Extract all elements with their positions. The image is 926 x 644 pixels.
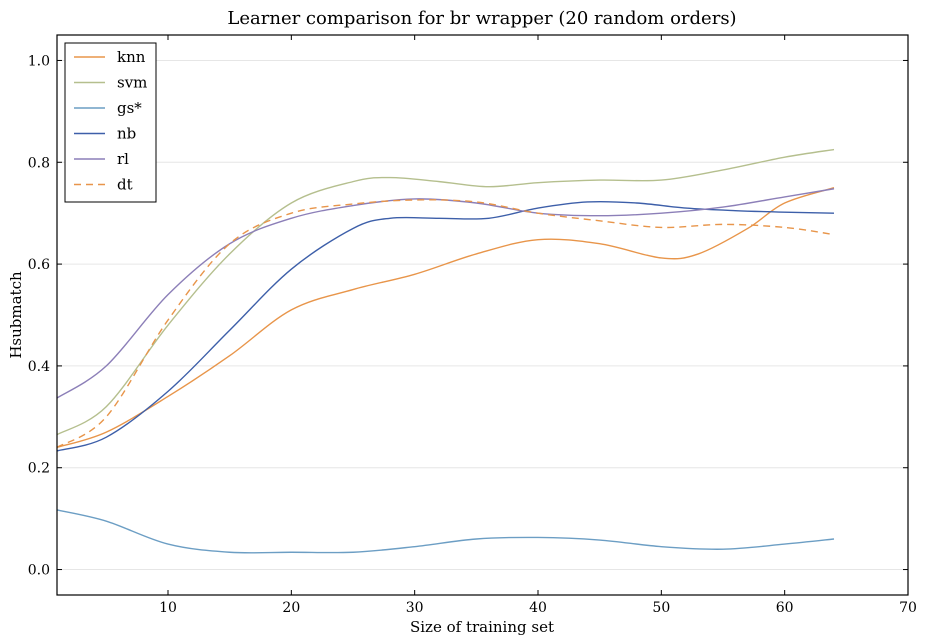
series-line-nb [56,200,835,452]
legend-box [64,42,157,203]
x-tick-label: 10 [159,600,177,616]
x-tick-label: 40 [529,600,547,616]
axis-ticks: 0.0 0.2 0.4 0.6 0.8 1.0 10 20 30 40 50 60 70 [28,35,917,616]
x-tick-label: 60 [776,600,794,616]
legend-label: gs* [117,99,142,117]
plot-frame [56,34,909,596]
series-line-svm [56,148,835,436]
legend-label: knn [117,48,146,66]
y-axis-title: Hsubmatch [7,271,25,359]
legend: knn svm gs* nb rl dt [64,42,157,203]
series-line-dt [56,199,835,448]
legend-label: dt [117,176,133,194]
y-tick-label: 0.8 [28,155,50,171]
legend-label: nb [117,125,136,143]
y-tick-label: 1.0 [28,53,50,69]
series-line-rl [56,188,835,399]
series-line-knn [56,187,835,449]
gridlines [57,59,908,571]
y-tick-label: 0.0 [28,563,50,579]
legend-label: rl [117,150,129,168]
series-line-gs [56,509,835,554]
x-tick-label: 70 [899,600,917,616]
x-tick-label: 30 [406,600,424,616]
y-tick-label: 0.2 [28,461,50,477]
x-axis-title: Size of training set [410,618,554,636]
y-tick-label: 0.4 [28,359,50,375]
y-tick-label: 0.6 [28,257,50,273]
x-tick-label: 20 [282,600,300,616]
x-tick-label: 50 [652,600,670,616]
legend-label: svm [117,74,147,92]
chart-title: Learner comparison for br wrapper (20 ra… [227,8,736,29]
series-layer [56,148,835,554]
